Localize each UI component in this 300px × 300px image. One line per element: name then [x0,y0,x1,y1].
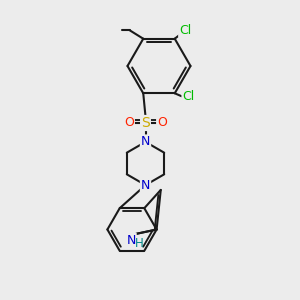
Text: N: N [126,233,136,247]
Text: H: H [135,236,143,250]
Text: Cl: Cl [182,90,195,103]
Text: N: N [141,178,150,192]
Text: N: N [141,135,150,148]
Text: Cl: Cl [179,24,191,37]
Text: O: O [124,116,134,130]
Text: O: O [157,116,167,130]
Text: S: S [141,116,150,130]
